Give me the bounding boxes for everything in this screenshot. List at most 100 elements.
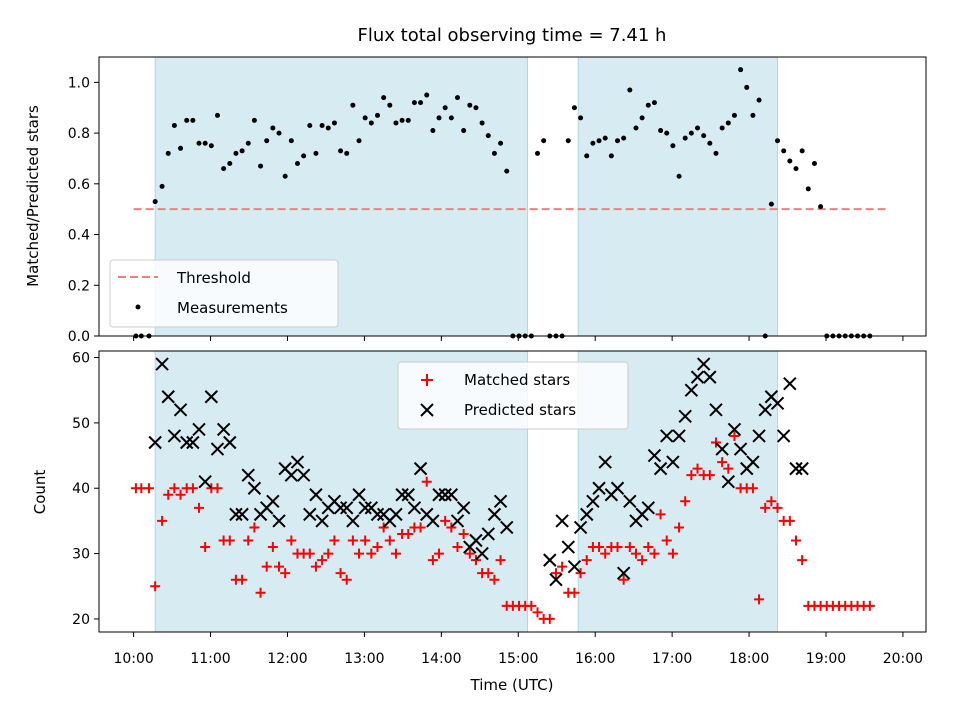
x-tick-label: 10:00 [113, 651, 153, 667]
measurement-point [338, 148, 344, 154]
bottom-y-axis-label: Count [31, 470, 49, 515]
measurement-point [171, 122, 177, 128]
matched-star-point [157, 515, 168, 526]
matched-star-point [680, 496, 691, 507]
measurement-point [602, 135, 608, 141]
measurement-point [541, 138, 547, 144]
measurement-point [688, 130, 694, 136]
top-y-axis-label: Matched/Predicted stars [24, 105, 42, 287]
predicted-legend-swatch [420, 403, 434, 417]
bottom-x-ticks: 10:00 11:00 12:00 13:00 14:00 15:00 16:00 17:00… [113, 632, 923, 667]
measurement-point [701, 133, 707, 139]
measurement-point [461, 128, 467, 134]
measurement-point [430, 128, 436, 134]
predicted-star-point [592, 481, 606, 495]
predicted-star-point [586, 494, 600, 509]
matched-legend-swatch [421, 374, 433, 386]
measurement-point [424, 92, 430, 98]
matched-star-point [378, 522, 389, 533]
measurement-point [651, 100, 657, 106]
matched-star-point [212, 483, 223, 494]
measurement-point [294, 161, 300, 167]
y-tick-label: 30 [72, 547, 90, 563]
predicted-star-point [795, 461, 809, 476]
measurement-point [713, 150, 719, 156]
predicted-star-point [229, 507, 243, 522]
matched-star-point [335, 568, 346, 579]
matched-star-point [360, 535, 371, 546]
predicted-star-point [444, 488, 459, 502]
matched-star-point [649, 548, 660, 559]
matched-star-point [187, 483, 198, 494]
matched-star-point [630, 548, 641, 559]
predicted-star-point [666, 455, 680, 469]
measurement-point [781, 148, 787, 154]
predicted-star-point [660, 429, 674, 443]
measurement-point [719, 125, 725, 131]
matched-star-point [618, 574, 629, 585]
predicted-star-point [247, 481, 262, 495]
matched-star-point [723, 463, 734, 474]
measurement-point [805, 186, 811, 192]
predicted-star-point [598, 455, 612, 469]
matched-star-point [760, 502, 771, 513]
measurement-point [571, 105, 577, 111]
matched-star-point [624, 542, 635, 553]
predicted-star-point [789, 461, 803, 476]
measurement-point [664, 130, 670, 136]
measurement-point [184, 117, 190, 123]
threshold-legend-label: Threshold [176, 269, 251, 287]
predicted-star-point [475, 546, 489, 561]
predicted-star-point [623, 494, 637, 509]
measurement-point [436, 115, 442, 121]
matched-star-point [280, 568, 291, 579]
measurement-point [479, 120, 485, 126]
predicted-star-point [580, 507, 594, 522]
measurement-point [615, 138, 621, 144]
matched-star-point [692, 463, 703, 474]
predicted-star-point [161, 390, 175, 404]
measurement-point [565, 138, 571, 144]
matched-star-point [194, 502, 205, 513]
predicted-star-point [696, 357, 711, 371]
matched-star-point [464, 548, 475, 559]
bottom-plot-frame [98, 350, 927, 633]
measurement-point [787, 158, 793, 164]
measurement-point [467, 102, 473, 108]
measurement-point [627, 87, 633, 93]
bottom-legend-box [397, 361, 629, 430]
predicted-star-point [303, 507, 317, 522]
predicted-star-point [340, 501, 354, 515]
matched-star-point [557, 561, 568, 572]
measurement-point [331, 120, 337, 126]
predicted-star-point [186, 435, 200, 450]
matched-star-point [729, 430, 740, 441]
measurement-point [368, 120, 374, 126]
measurement-point [473, 105, 479, 111]
matched-star-point [704, 470, 715, 481]
measurement-point [282, 173, 288, 179]
predicted-star-point [783, 376, 797, 391]
predicted-star-point [315, 514, 329, 528]
predicted-star-point [438, 488, 452, 502]
predicted-star-point [192, 422, 206, 437]
measurement-point [756, 97, 762, 103]
measurement-point [227, 161, 233, 167]
measurements-legend-label: Measurements [177, 299, 288, 317]
predicted-star-point [567, 559, 582, 574]
matched-star-point [864, 600, 875, 611]
x-axis-label: Time (UTC) [470, 676, 554, 694]
predicted-star-point [561, 540, 575, 554]
measurement-point [799, 148, 805, 154]
matched-star-point [754, 594, 765, 605]
matched-star-point [470, 555, 481, 566]
predicted-star-point [733, 442, 748, 456]
measurement-point [196, 140, 202, 146]
x-tick-label: 16:00 [575, 651, 615, 667]
predicted-star-point [776, 429, 791, 443]
measurement-point [639, 115, 645, 121]
measurement-point [356, 138, 362, 144]
matched-star-point [390, 548, 401, 559]
predicted-star-point [487, 507, 502, 522]
